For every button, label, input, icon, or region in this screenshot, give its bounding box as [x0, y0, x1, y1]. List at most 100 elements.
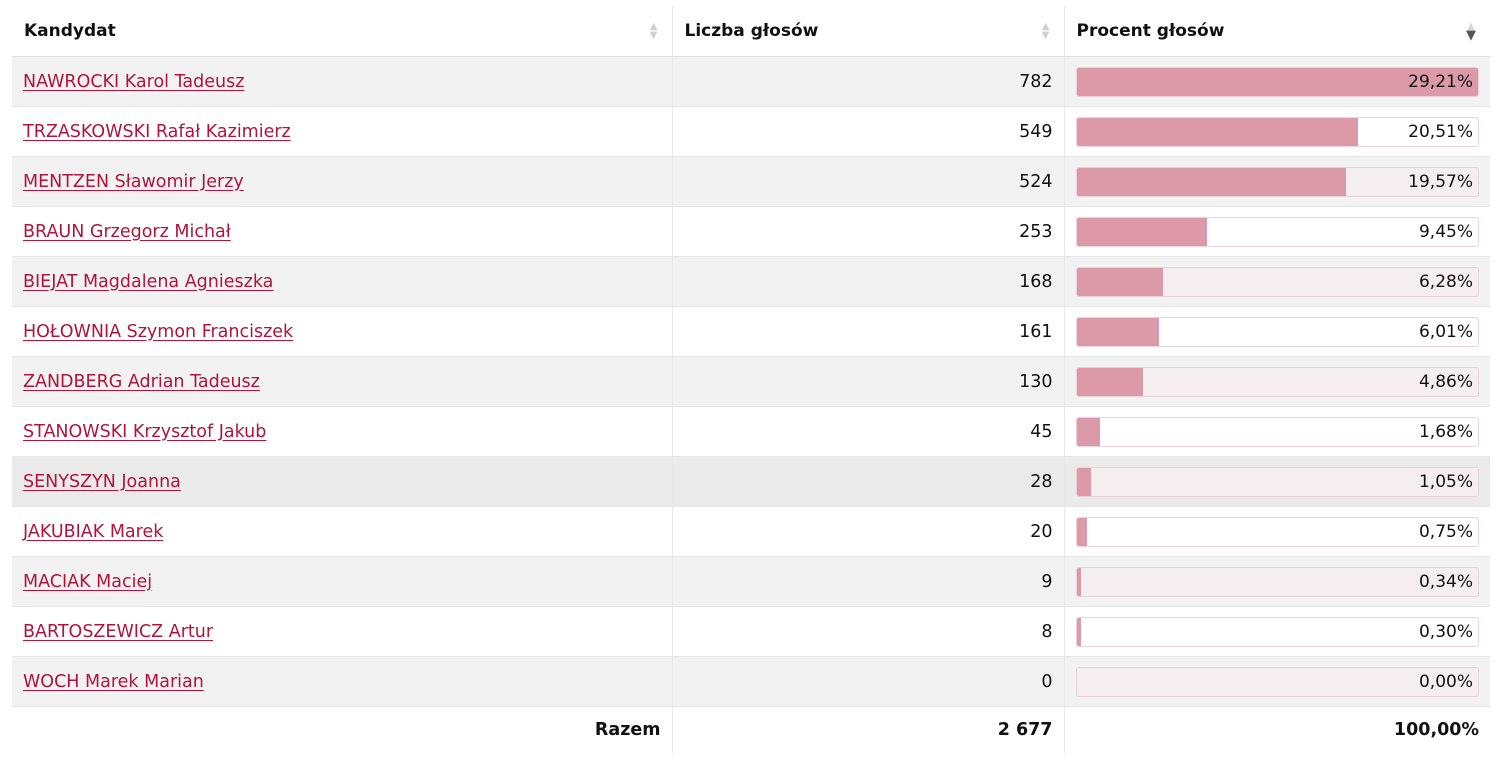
- candidate-cell: MACIAK Maciej: [12, 556, 673, 607]
- table-row: NAWROCKI Karol Tadeusz 782 29,21%: [12, 56, 1490, 107]
- candidate-cell: SENYSZYN Joanna: [12, 456, 673, 507]
- percent-bar-fill: [1076, 567, 1082, 596]
- percent-cell: 6,01%: [1064, 306, 1490, 357]
- candidate-link[interactable]: SENYSZYN Joanna: [23, 471, 181, 492]
- percent-bar: 0,75%: [1075, 516, 1479, 547]
- percent-cell: 29,21%: [1064, 56, 1490, 107]
- candidate-cell: HOŁOWNIA Szymon Franciszek: [12, 306, 673, 357]
- percent-cell: 0,75%: [1064, 506, 1490, 557]
- percent-bar-fill: [1076, 617, 1081, 646]
- percent-cell: 0,34%: [1064, 556, 1490, 607]
- candidate-link[interactable]: BARTOSZEWICZ Artur: [23, 621, 214, 642]
- votes-cell: 782: [672, 56, 1065, 107]
- percent-cell: 20,51%: [1064, 106, 1490, 157]
- percent-label: 0,34%: [1418, 571, 1473, 592]
- percent-label: 0,00%: [1418, 671, 1473, 692]
- percent-label: 1,68%: [1418, 421, 1473, 442]
- percent-bar-fill: [1076, 517, 1087, 546]
- sort-arrows-icon[interactable]: ▲ ▼: [1041, 21, 1050, 41]
- percent-label: 0,30%: [1418, 621, 1473, 642]
- sort-descending-icon[interactable]: ▲ ▼: [1466, 21, 1476, 43]
- candidate-cell: NAWROCKI Karol Tadeusz: [12, 56, 673, 107]
- percent-bar: 1,05%: [1075, 466, 1479, 497]
- votes-cell: 161: [672, 306, 1065, 357]
- percent-label: 0,75%: [1418, 521, 1473, 542]
- candidate-link[interactable]: BIEJAT Magdalena Agnieszka: [23, 271, 274, 292]
- percent-label: 20,51%: [1408, 121, 1473, 142]
- candidate-cell: WOCH Marek Marian: [12, 656, 673, 707]
- sort-arrows-icon[interactable]: ▲ ▼: [649, 21, 658, 41]
- table-row: HOŁOWNIA Szymon Franciszek 161 6,01%: [12, 306, 1490, 357]
- votes-cell: 20: [672, 506, 1065, 557]
- percent-cell: 0,30%: [1064, 606, 1490, 657]
- table-row: BARTOSZEWICZ Artur 8 0,30%: [12, 606, 1490, 657]
- percent-bar-fill: [1076, 217, 1207, 246]
- column-header-candidate[interactable]: Kandydat ▲ ▼: [12, 6, 673, 57]
- candidate-cell: MENTZEN Sławomir Jerzy: [12, 156, 673, 207]
- column-header-percent[interactable]: Procent głosów ▲ ▼: [1064, 6, 1490, 57]
- percent-bar: 29,21%: [1075, 66, 1479, 97]
- percent-label: 29,21%: [1408, 71, 1473, 92]
- votes-cell: 8: [672, 606, 1065, 657]
- percent-bar-fill: [1076, 467, 1091, 496]
- candidate-link[interactable]: BRAUN Grzegorz Michał: [23, 221, 231, 242]
- votes-cell: 253: [672, 206, 1065, 257]
- candidate-link[interactable]: JAKUBIAK Marek: [23, 521, 164, 542]
- candidate-cell: BARTOSZEWICZ Artur: [12, 606, 673, 657]
- votes-cell: 549: [672, 106, 1065, 157]
- candidate-cell: ZANDBERG Adrian Tadeusz: [12, 356, 673, 407]
- percent-bar-fill: [1076, 417, 1100, 446]
- candidate-link[interactable]: WOCH Marek Marian: [23, 671, 204, 692]
- percent-cell: 1,05%: [1064, 456, 1490, 507]
- percent-bar: 4,86%: [1075, 366, 1479, 397]
- candidate-cell: STANOWSKI Krzysztof Jakub: [12, 406, 673, 457]
- results-table-container: Kandydat ▲ ▼ Liczba głosów ▲ ▼ Procent gło…: [12, 6, 1490, 753]
- table-row: ZANDBERG Adrian Tadeusz 130 4,86%: [12, 356, 1490, 407]
- candidate-link[interactable]: MACIAK Maciej: [23, 571, 153, 592]
- percent-label: 6,01%: [1418, 321, 1473, 342]
- percent-bar: 0,34%: [1075, 566, 1479, 597]
- results-table: Kandydat ▲ ▼ Liczba głosów ▲ ▼ Procent gło…: [12, 6, 1490, 753]
- candidate-link[interactable]: STANOWSKI Krzysztof Jakub: [23, 421, 267, 442]
- votes-cell: 45: [672, 406, 1065, 457]
- table-row: BRAUN Grzegorz Michał 253 9,45%: [12, 206, 1490, 257]
- table-row: JAKUBIAK Marek 20 0,75%: [12, 506, 1490, 557]
- percent-bar-fill: [1076, 117, 1359, 146]
- percent-bar: 19,57%: [1075, 166, 1479, 197]
- candidate-link[interactable]: HOŁOWNIA Szymon Franciszek: [23, 321, 294, 342]
- percent-cell: 4,86%: [1064, 356, 1490, 407]
- table-row: SENYSZYN Joanna 28 1,05%: [12, 456, 1490, 507]
- percent-cell: 6,28%: [1064, 256, 1490, 307]
- candidate-link[interactable]: MENTZEN Sławomir Jerzy: [23, 171, 244, 192]
- votes-cell: 9: [672, 556, 1065, 607]
- percent-bar: 6,01%: [1075, 316, 1479, 347]
- percent-bar-fill: [1076, 67, 1478, 96]
- votes-cell: 168: [672, 256, 1065, 307]
- candidate-cell: TRZASKOWSKI Rafał Kazimierz: [12, 106, 673, 157]
- table-row: TRZASKOWSKI Rafał Kazimierz 549 20,51%: [12, 106, 1490, 157]
- percent-label: 4,86%: [1418, 371, 1473, 392]
- column-header-label: Procent głosów: [1076, 21, 1225, 41]
- candidate-link[interactable]: ZANDBERG Adrian Tadeusz: [23, 371, 260, 392]
- percent-label: 9,45%: [1418, 221, 1473, 242]
- total-votes: 2 677: [672, 706, 1065, 753]
- table-row: MACIAK Maciej 9 0,34%: [12, 556, 1490, 607]
- percent-label: 19,57%: [1408, 171, 1473, 192]
- column-header-label: Kandydat: [24, 21, 116, 41]
- candidate-cell: BIEJAT Magdalena Agnieszka: [12, 256, 673, 307]
- percent-bar: 6,28%: [1075, 266, 1479, 297]
- column-header-label: Liczba głosów: [684, 21, 819, 41]
- percent-bar-fill: [1076, 267, 1163, 296]
- percent-bar-fill: [1076, 367, 1144, 396]
- percent-label: 6,28%: [1418, 271, 1473, 292]
- votes-cell: 130: [672, 356, 1065, 407]
- votes-cell: 28: [672, 456, 1065, 507]
- column-header-votes[interactable]: Liczba głosów ▲ ▼: [672, 6, 1065, 57]
- candidate-link[interactable]: NAWROCKI Karol Tadeusz: [23, 71, 245, 92]
- candidate-link[interactable]: TRZASKOWSKI Rafał Kazimierz: [23, 121, 291, 142]
- percent-cell: 19,57%: [1064, 156, 1490, 207]
- candidate-cell: JAKUBIAK Marek: [12, 506, 673, 557]
- table-header-row: Kandydat ▲ ▼ Liczba głosów ▲ ▼ Procent gło…: [12, 6, 1490, 57]
- percent-bar: 1,68%: [1075, 416, 1479, 447]
- percent-cell: 9,45%: [1064, 206, 1490, 257]
